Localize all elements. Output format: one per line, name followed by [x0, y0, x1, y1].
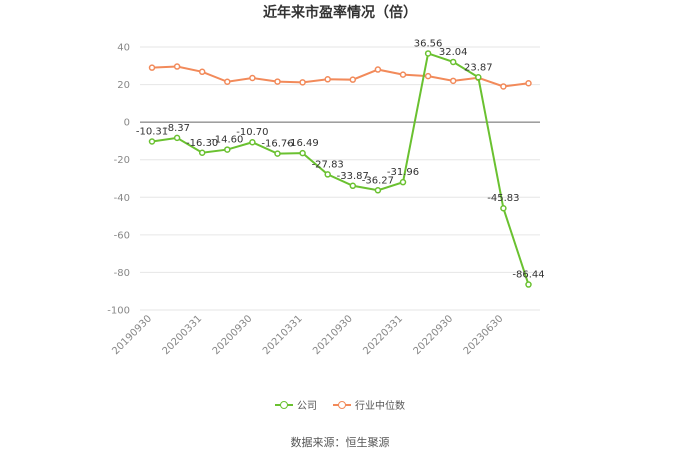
- x-tick-label: 20210930: [311, 313, 355, 357]
- company-data-label: -14.60: [211, 135, 243, 146]
- company-data-label: -86.44: [512, 270, 544, 281]
- company-data-point: [349, 182, 357, 190]
- industry-data-point: [525, 80, 532, 87]
- x-tick-label: 20230630: [462, 313, 506, 357]
- company-data-point: [449, 58, 457, 66]
- legend-swatch-company-icon: [275, 400, 293, 410]
- company-data-label: 32.04: [439, 47, 468, 58]
- company-data-point: [424, 50, 432, 57]
- company-data-point: [299, 149, 306, 157]
- company-data-point: [148, 138, 156, 145]
- grid-layer: [140, 46, 540, 311]
- company-data-label: -16.76: [261, 139, 293, 150]
- legend-item-industry[interactable]: 行业中位数: [333, 397, 405, 412]
- company-data-label: -27.83: [312, 159, 344, 170]
- legend: 公司 行业中位数: [0, 397, 680, 412]
- data-label-layer: -10.31-8.37 -16.30-14.60-10.70-16.76-16.4…: [136, 38, 545, 280]
- y-tick-label: -80: [114, 268, 130, 279]
- company-data-label: -33.87: [337, 171, 369, 182]
- company-data-point: [198, 149, 206, 157]
- company-data-point: [224, 146, 231, 153]
- company-data-label: -31.96: [387, 167, 419, 178]
- industry-data-point: [399, 71, 407, 78]
- company-data-point: [324, 171, 331, 178]
- company-data-point: [274, 150, 281, 157]
- y-tick-label: -60: [114, 230, 130, 241]
- company-data-point: [399, 178, 407, 186]
- company-data-point: [500, 204, 507, 212]
- x-tick-label: 20200331: [161, 313, 205, 357]
- industry-data-point: [148, 64, 156, 71]
- company-data-label: -10.70: [236, 127, 268, 138]
- legend-swatch-industry-icon: [333, 400, 351, 410]
- y-tick-label: 20: [117, 80, 130, 91]
- industry-data-point: [173, 63, 181, 70]
- industry-data-point: [224, 78, 231, 86]
- legend-label-company: 公司: [297, 401, 317, 412]
- x-tick-label: 20220331: [361, 313, 405, 357]
- company-data-point: [249, 138, 256, 146]
- legend-item-company[interactable]: 公司: [275, 397, 317, 412]
- company-data-point: [173, 134, 181, 142]
- x-tick-label: 20220930: [412, 313, 456, 357]
- industry-data-point: [374, 66, 382, 73]
- industry-data-point: [449, 77, 457, 85]
- company-data-label: 36.56: [414, 38, 443, 49]
- company-data-label: -45.83: [487, 193, 519, 204]
- company-series-line: [151, 52, 530, 285]
- company-data-label: -16.49: [286, 138, 318, 149]
- industry-series-line: [151, 65, 529, 88]
- legend-label-industry: 行业中位数: [355, 401, 405, 412]
- y-tick-label: -40: [114, 193, 130, 204]
- industry-data-point: [349, 76, 357, 83]
- y-tick-label: -100: [107, 306, 130, 317]
- series-layer: [148, 50, 532, 288]
- company-data-label: -8.37: [164, 123, 190, 134]
- industry-data-point: [500, 83, 507, 90]
- industry-data-point: [274, 78, 281, 85]
- data-source-note: 数据来源：恒生聚源: [290, 436, 390, 449]
- y-tick-label: 40: [117, 43, 130, 54]
- industry-data-point: [324, 76, 331, 83]
- y-tick-label: -20: [114, 155, 130, 166]
- industry-data-point: [424, 72, 432, 80]
- company-data-point: [374, 187, 382, 194]
- y-tick-label: 0: [124, 118, 130, 129]
- x-tick-label: 20200930: [211, 313, 255, 357]
- company-data-label: -16.30: [186, 138, 218, 149]
- company-data-label: -10.31: [136, 127, 168, 138]
- chart-title: 近年来市盈率情况（倍）: [263, 5, 417, 21]
- company-data-label: 23.87: [464, 62, 493, 73]
- company-data-point: [525, 281, 532, 288]
- x-tick-label: 20210331: [261, 313, 305, 357]
- industry-data-point: [299, 79, 306, 86]
- industry-data-point: [249, 74, 256, 82]
- company-data-label: -36.27: [362, 175, 394, 186]
- industry-data-point: [198, 68, 206, 76]
- company-data-point: [475, 74, 482, 81]
- x-tick-label: 20190930: [110, 313, 154, 357]
